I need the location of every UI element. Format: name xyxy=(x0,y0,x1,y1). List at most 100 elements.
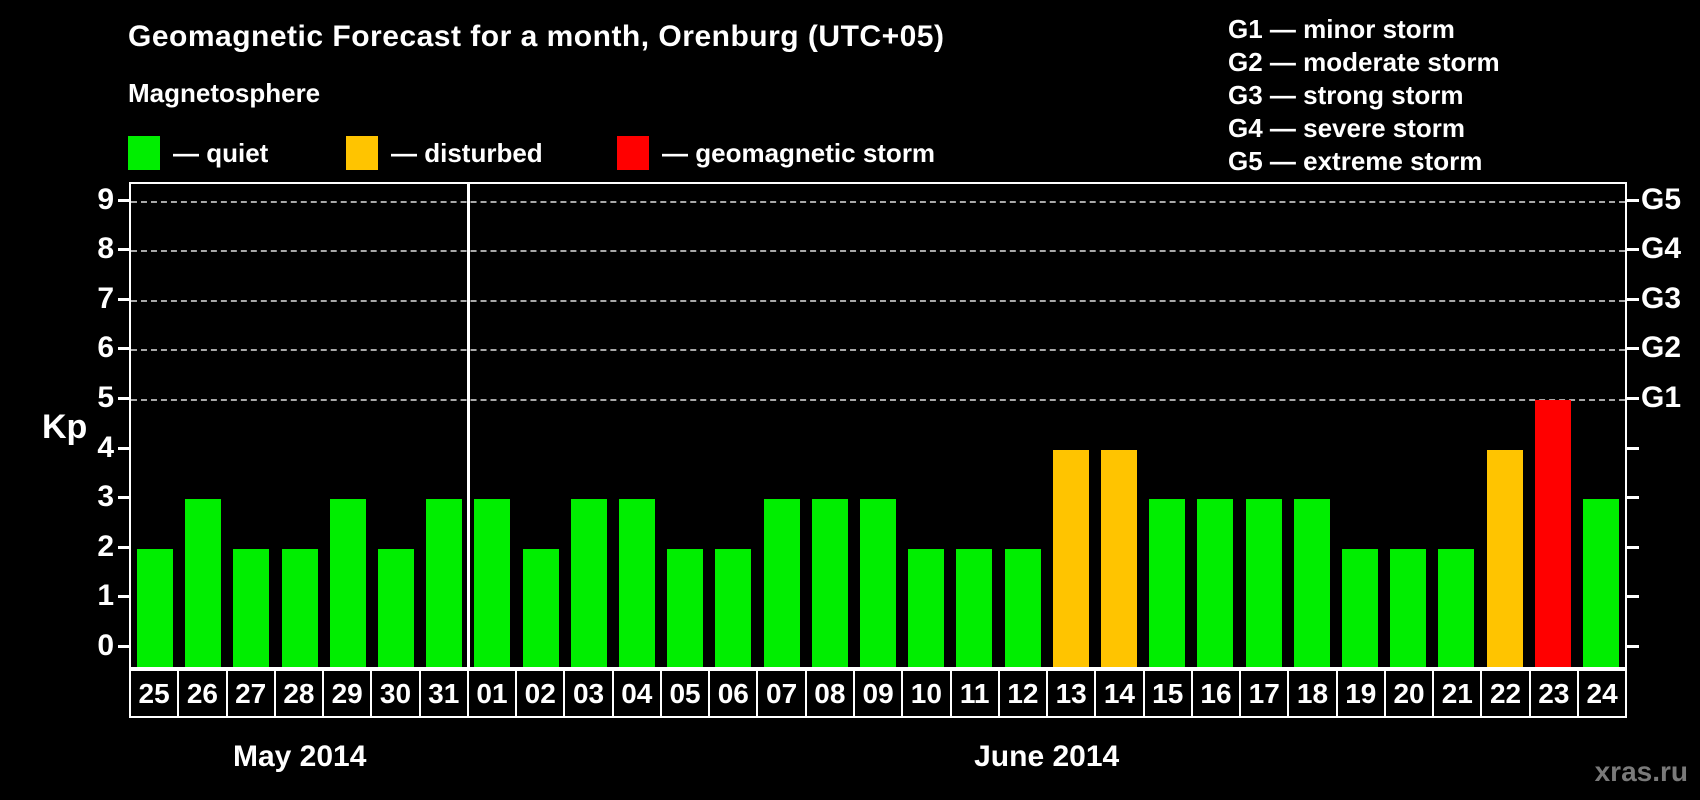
legend-item-quiet: — quiet xyxy=(128,134,268,172)
y-axis-title: Kp xyxy=(42,408,88,446)
kp-bar-16 xyxy=(1197,499,1234,667)
kp-bar-22 xyxy=(1486,449,1523,667)
date-cell-22: 22 xyxy=(1482,671,1531,716)
left-axis-tick-7 xyxy=(118,297,129,301)
kp-bar-02 xyxy=(522,548,559,667)
kp-bar-14 xyxy=(1100,449,1137,667)
right-axis-tick-7 xyxy=(1627,297,1639,301)
month-label-may: May 2014 xyxy=(232,740,367,773)
kp-bar-31 xyxy=(426,499,463,667)
kp-bar-01 xyxy=(474,499,511,667)
g4-legend-line: G4 — severe storm xyxy=(1228,113,1466,143)
date-cell-11: 11 xyxy=(952,671,1000,716)
kp-bar-15 xyxy=(1149,499,1186,667)
kp-bar-18 xyxy=(1293,499,1330,667)
kp-bar-21 xyxy=(1438,548,1475,667)
kp-bar-06 xyxy=(715,548,752,667)
date-cell-08: 08 xyxy=(807,671,855,716)
gridline-kp-9 xyxy=(131,200,1625,203)
kp-bar-10 xyxy=(908,548,945,667)
date-cell-02: 02 xyxy=(517,671,566,716)
kp-bar-29 xyxy=(329,499,366,667)
disturbed-color-swatch xyxy=(346,136,378,170)
date-cell-04: 04 xyxy=(614,671,662,716)
date-cell-10: 10 xyxy=(903,671,952,716)
date-cell-25: 25 xyxy=(131,671,180,716)
left-axis-tick-0 xyxy=(118,645,129,648)
g-scale-label-g5: G5 xyxy=(1641,182,1682,216)
date-cell-31: 31 xyxy=(421,671,469,716)
g-scale-label-g3: G3 xyxy=(1641,281,1682,315)
plot-area xyxy=(129,182,1627,669)
kp-bar-13 xyxy=(1052,449,1089,667)
left-axis-tick-4 xyxy=(118,446,129,450)
kp-bar-04 xyxy=(619,499,656,667)
date-cell-18: 18 xyxy=(1289,671,1338,716)
left-axis-tick-3 xyxy=(118,496,129,500)
date-cell-28: 28 xyxy=(276,671,325,716)
g2-legend-line: G2 — moderate storm xyxy=(1228,47,1500,77)
watermark: xras.ru xyxy=(1594,756,1688,787)
kp-bar-03 xyxy=(570,499,607,667)
right-axis-tick-2 xyxy=(1627,545,1639,549)
g-scale-label-g2: G2 xyxy=(1641,331,1682,365)
legend-item-disturbed: — disturbed xyxy=(346,134,543,172)
g1-legend-line: G1 — minor storm xyxy=(1228,14,1455,44)
left-axis-tick-5 xyxy=(118,397,129,400)
left-axis-tick-6 xyxy=(118,347,129,351)
date-axis-row: 25 26 27 28 29 30 31 01 02 03 04 05 06 07 08 09 10 11 12 13… xyxy=(129,669,1627,718)
kp-bar-05 xyxy=(667,548,704,667)
right-axis-tick-6 xyxy=(1627,347,1639,351)
date-cell-21: 21 xyxy=(1434,671,1483,716)
y-tick-label-1: 1 xyxy=(97,579,114,613)
date-cell-14: 14 xyxy=(1096,671,1145,716)
left-axis-tick-8 xyxy=(118,248,129,252)
date-cell-23: 23 xyxy=(1531,671,1579,716)
legend-label-storm: — geomagnetic storm xyxy=(662,137,936,168)
page-title: Geomagnetic Forecast for a month, Orenbu… xyxy=(128,20,945,53)
y-tick-label-5: 5 xyxy=(97,381,114,414)
legend-label-disturbed: — disturbed xyxy=(391,137,543,168)
date-cell-01: 01 xyxy=(469,671,518,716)
date-cell-29: 29 xyxy=(324,671,373,716)
date-cell-20: 20 xyxy=(1386,671,1435,716)
y-tick-label-2: 2 xyxy=(97,529,114,563)
date-cell-27: 27 xyxy=(228,671,276,716)
kp-bar-20 xyxy=(1390,548,1427,667)
gridline-kp-7 xyxy=(131,299,1625,302)
kp-bar-07 xyxy=(763,499,800,667)
quiet-color-swatch xyxy=(128,136,160,170)
kp-bar-12 xyxy=(1004,548,1041,667)
date-cell-06: 06 xyxy=(710,671,759,716)
date-cell-15: 15 xyxy=(1145,671,1193,716)
month-label-june: June 2014 xyxy=(974,740,1120,773)
kp-bar-30 xyxy=(378,548,415,667)
gridline-kp-8 xyxy=(131,250,1625,253)
kp-bar-19 xyxy=(1341,548,1378,667)
y-tick-label-3: 3 xyxy=(97,480,114,514)
gridline-kp-6 xyxy=(131,349,1625,352)
date-cell-07: 07 xyxy=(758,671,807,716)
kp-bar-28 xyxy=(281,548,318,667)
g-scale-legend: G1 — minor storm G2 — moderate storm G3 … xyxy=(1228,13,1500,178)
g-scale-label-g4: G4 xyxy=(1641,232,1682,266)
date-cell-12: 12 xyxy=(1000,671,1049,716)
date-cell-13: 13 xyxy=(1048,671,1097,716)
kp-bar-25 xyxy=(137,548,174,667)
g5-legend-line: G5 — extreme storm xyxy=(1228,146,1483,176)
date-cell-17: 17 xyxy=(1241,671,1290,716)
y-tick-label-4: 4 xyxy=(97,430,114,464)
kp-bar-08 xyxy=(811,499,848,667)
kp-bar-17 xyxy=(1245,499,1282,667)
kp-bar-09 xyxy=(860,499,896,667)
date-cell-26: 26 xyxy=(179,671,228,716)
date-cell-24: 24 xyxy=(1586,677,1618,709)
right-axis-tick-0 xyxy=(1627,645,1639,648)
right-axis-tick-9 xyxy=(1627,198,1639,202)
left-axis-tick-1 xyxy=(118,595,129,599)
right-axis-tick-1 xyxy=(1627,595,1639,599)
magnetosphere-label: Magnetosphere xyxy=(128,78,321,108)
y-tick-label-8: 8 xyxy=(97,232,114,266)
kp-bar-27 xyxy=(233,548,270,667)
legend-label-quiet: — quiet xyxy=(173,137,269,168)
